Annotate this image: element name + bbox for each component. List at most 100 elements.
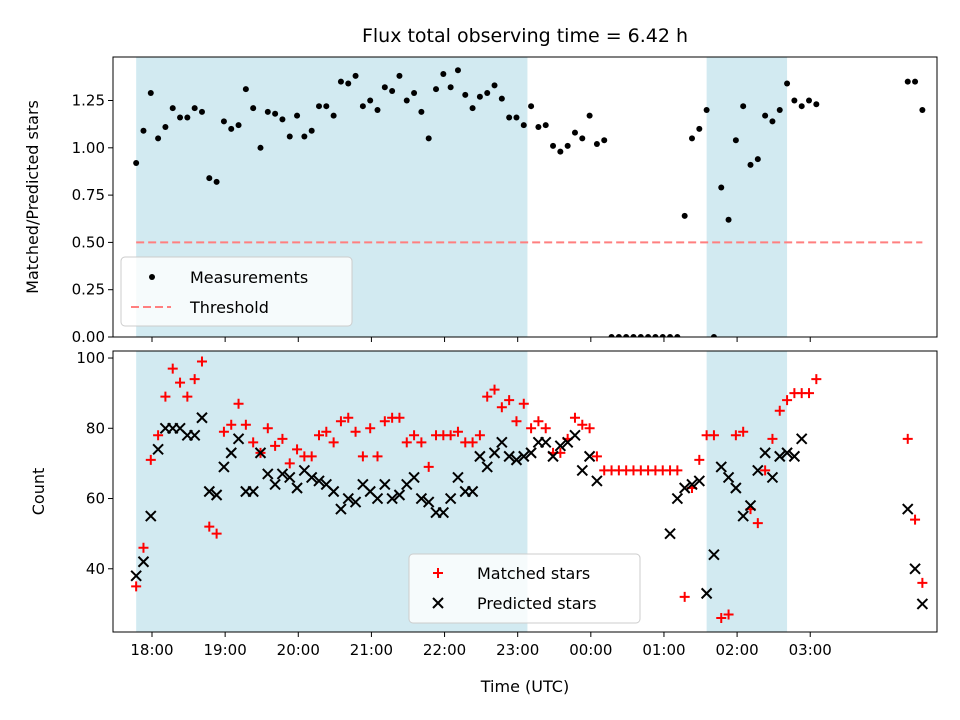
predicted-star-point [759, 447, 771, 459]
predicted-star-point [503, 450, 515, 463]
matched-star-point [321, 426, 332, 437]
predicted-star-point [671, 492, 684, 505]
measurement-point [433, 86, 440, 93]
measurement-point [140, 127, 147, 134]
measurement-point [308, 127, 315, 134]
measurement-point [198, 108, 205, 115]
predicted-star-point [262, 468, 274, 480]
matched-star-point [204, 521, 215, 532]
matched-star-point [160, 391, 171, 402]
matched-star-point [277, 433, 288, 444]
shaded-span [706, 57, 788, 337]
measurement-point [623, 334, 630, 337]
matched-star-point [328, 437, 339, 448]
measurement-point [912, 78, 919, 85]
measurement-point [513, 114, 520, 121]
x-axis-label: Time (UTC) [480, 677, 569, 696]
matched-star-point [335, 416, 346, 427]
x-tick-label: 00:00 [569, 641, 612, 659]
legend-top: Measurements Threshold [120, 256, 353, 327]
measurement-point [535, 124, 542, 130]
predicted-star-point [444, 492, 457, 505]
predicted-star-point [276, 468, 289, 480]
predicted-star-point [130, 570, 142, 582]
measurement-point [476, 93, 483, 100]
predicted-star-point [386, 492, 398, 505]
measurement-point [381, 84, 388, 91]
measurement-point [418, 108, 425, 115]
measurement-point [235, 122, 242, 129]
matched-star-point [240, 419, 251, 430]
predicted-star-point [525, 447, 537, 459]
measurement-point [462, 91, 469, 98]
predicted-star-point [678, 482, 691, 494]
legend-box [408, 553, 641, 624]
predicted-star-point [547, 450, 559, 463]
matched-star-point [496, 402, 507, 413]
measurement-point [557, 148, 564, 155]
measurement-point [403, 97, 410, 104]
matched-star-point [782, 395, 793, 406]
predicted-star-point [715, 461, 727, 473]
measurement-point [191, 105, 198, 112]
matched-star-point [270, 440, 281, 451]
measurement-point [228, 125, 235, 132]
measurement-point [791, 97, 798, 104]
measurement-point [725, 216, 732, 223]
measurement-point [762, 112, 769, 119]
chart-title: Flux total observing time = 6.42 h [362, 25, 688, 47]
matched-star-point [218, 426, 229, 437]
matched-star-point [518, 398, 529, 409]
measurement-point [806, 97, 813, 104]
matched-star-point [774, 405, 785, 416]
legend-marker-dot [149, 274, 155, 280]
legend-label: Measurements [190, 268, 308, 287]
predicted-star-point [708, 549, 720, 561]
predicted-star-point [327, 485, 340, 498]
predicted-star-point [774, 450, 786, 463]
measurement-point [550, 142, 557, 149]
measurement-point [447, 84, 454, 91]
matched-star-point [730, 430, 741, 441]
matched-star-point [917, 577, 928, 588]
matched-star-point [350, 426, 361, 437]
y-axis-label: Count [29, 468, 48, 516]
predicted-star-point [766, 471, 779, 484]
measurement-point [601, 137, 608, 144]
predicted-star-point [664, 527, 676, 540]
matched-star-point [760, 465, 771, 476]
matched-star-point [511, 416, 522, 427]
predicted-star-point [474, 450, 486, 463]
matched-star-point [248, 437, 259, 448]
measurement-point [710, 334, 717, 337]
y-tick-label: 60 [86, 490, 105, 508]
measurement-point [286, 133, 293, 140]
predicted-star-point [518, 450, 530, 463]
measurement-point [747, 161, 754, 168]
measurement-point [411, 89, 418, 96]
predicted-star-point [781, 447, 793, 459]
measurement-point [345, 80, 352, 87]
measurement-point [667, 334, 674, 337]
measurement-point [440, 71, 447, 78]
measurement-point [754, 156, 761, 163]
predicted-star-point [254, 447, 267, 459]
predicted-star-point [583, 450, 596, 463]
predicted-star-point [466, 485, 479, 498]
measurement-point [740, 103, 747, 110]
matched-star-point [284, 458, 295, 469]
x-tick-label: 18:00 [130, 641, 173, 659]
y-tick-label: 0.50 [72, 233, 105, 251]
measurement-point [528, 103, 535, 110]
measurement-point [469, 105, 476, 112]
measurement-point [919, 106, 926, 113]
measurement-point [169, 105, 176, 112]
measurement-point [593, 141, 600, 148]
matched-star-point [540, 423, 551, 434]
predicted-star-point [393, 489, 406, 501]
matched-star-point [708, 430, 719, 441]
measurement-point [579, 135, 586, 142]
matched-star-point [226, 419, 237, 430]
measurement-point [904, 78, 911, 85]
matched-star-point [306, 451, 317, 462]
